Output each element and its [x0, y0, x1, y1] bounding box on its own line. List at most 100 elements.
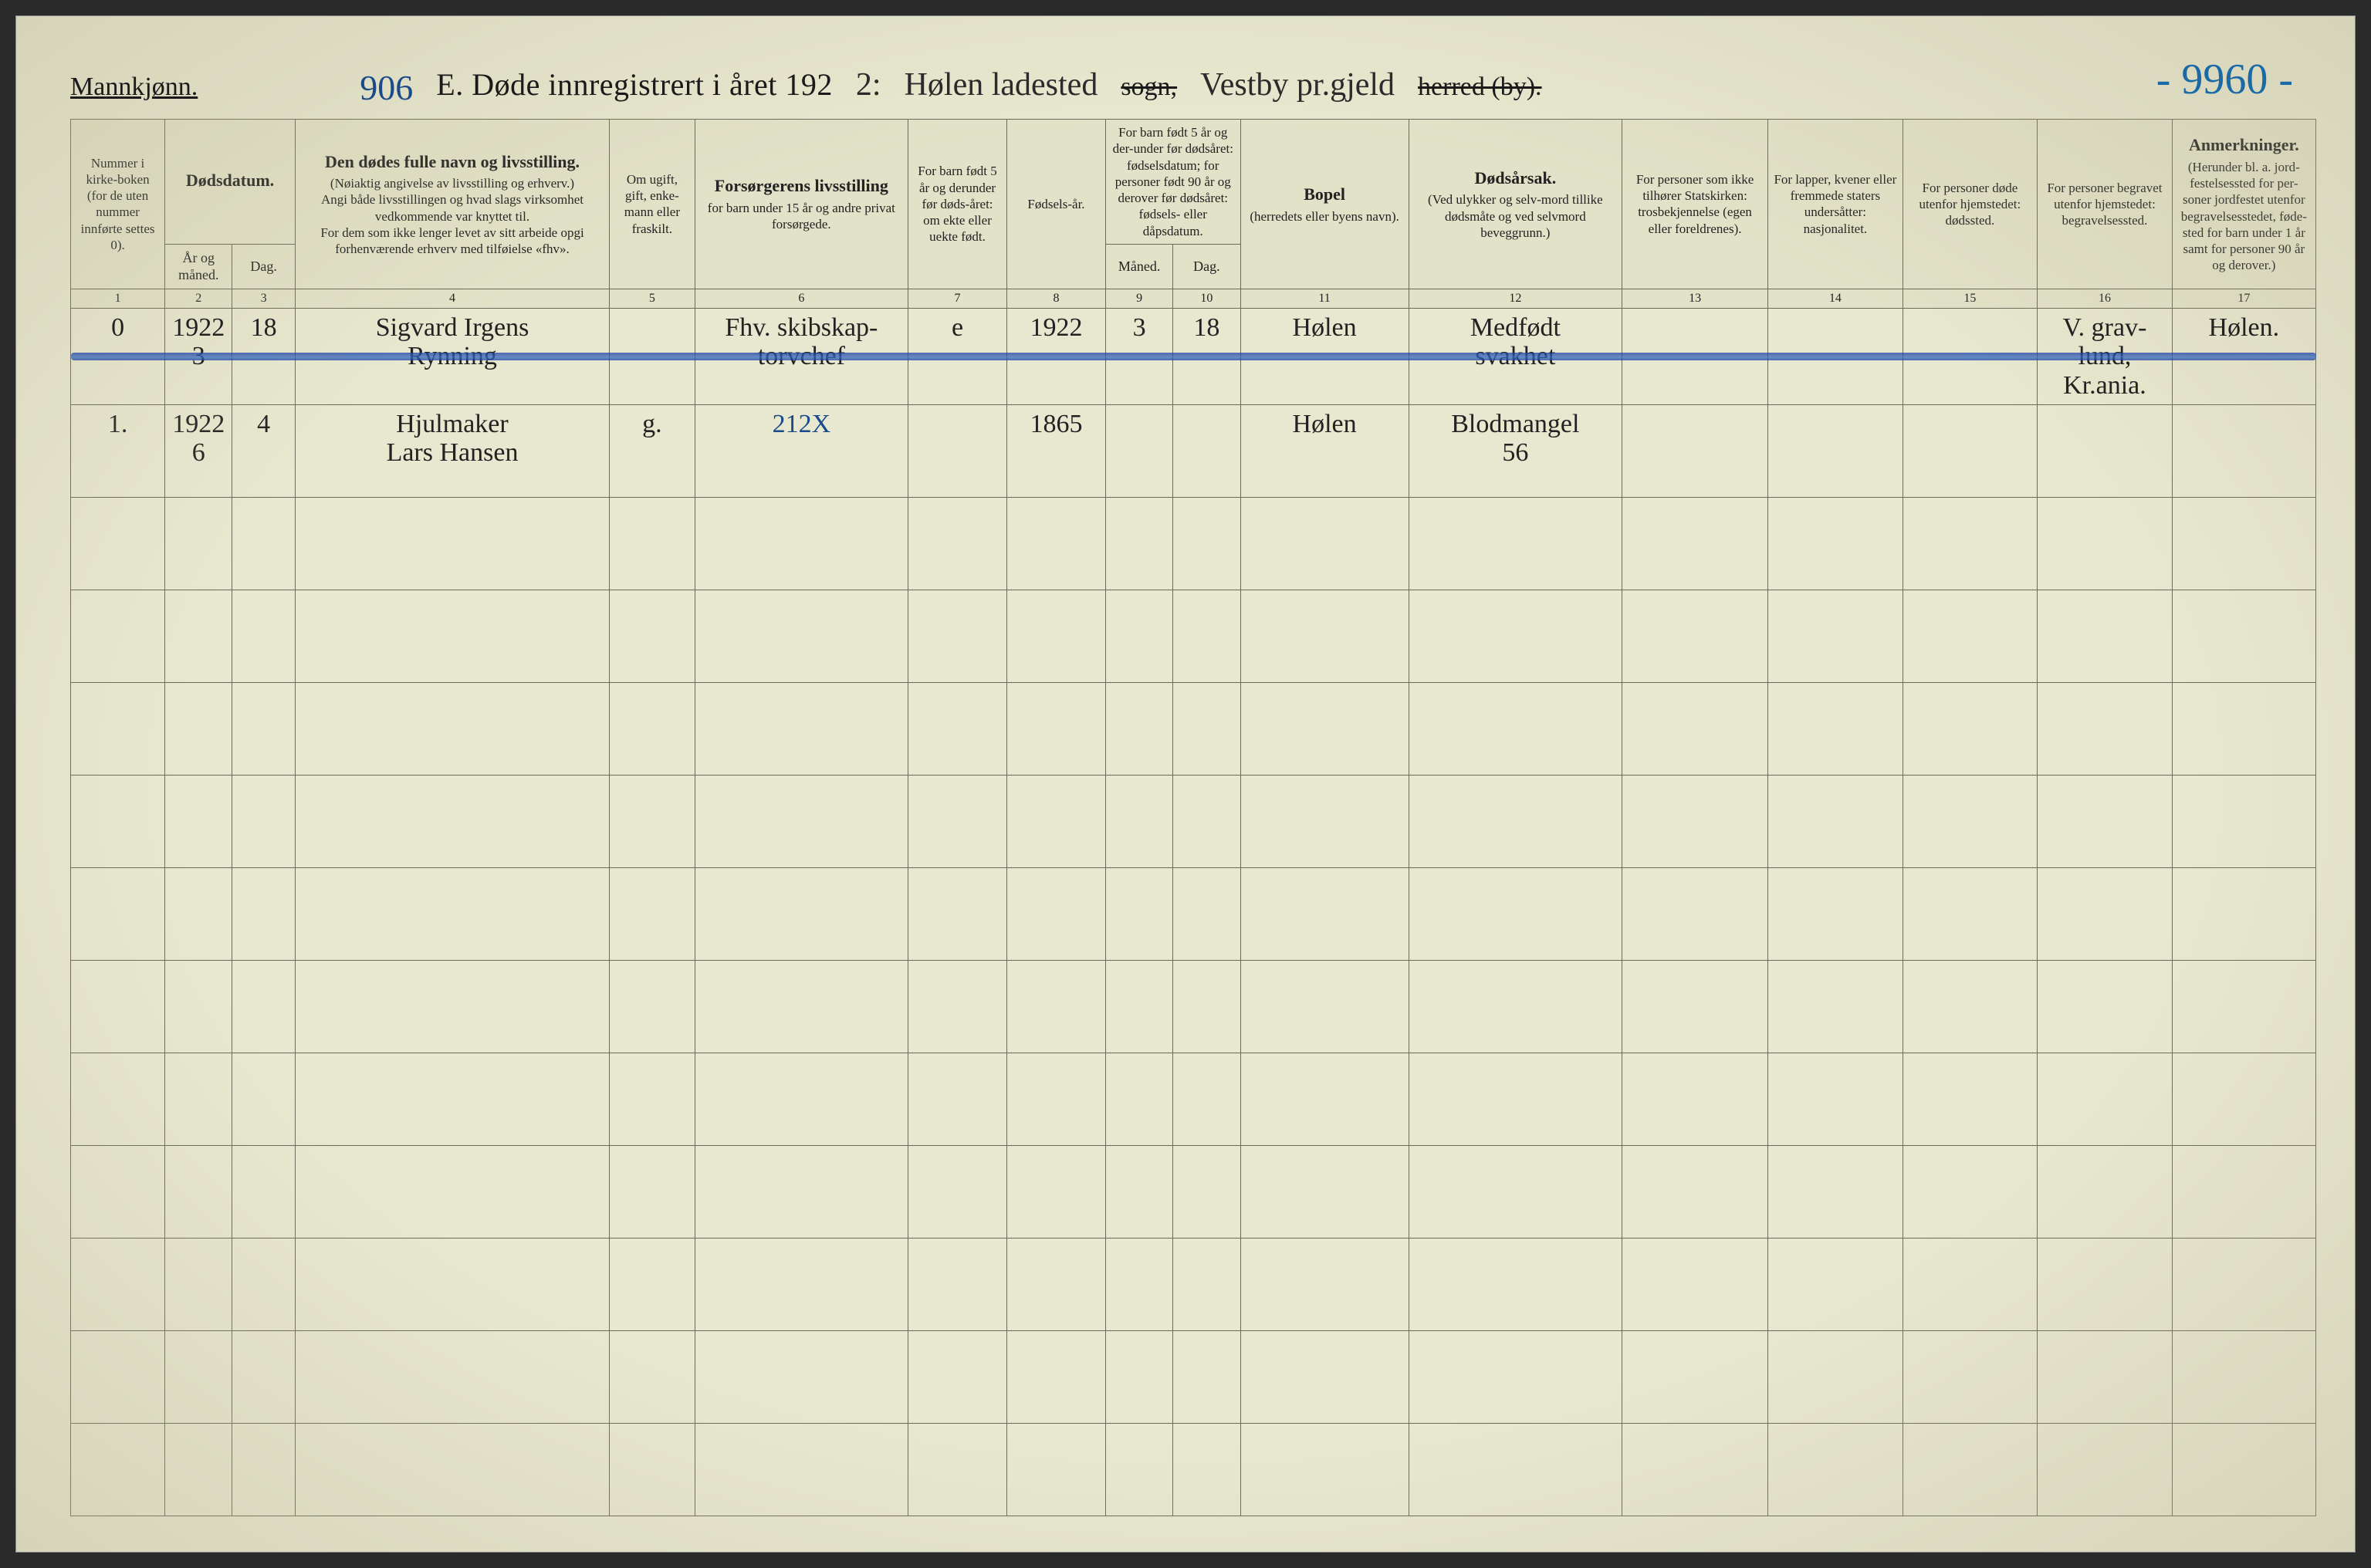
- col-2a-head: År og måned.: [165, 244, 232, 289]
- cell-blank: [610, 1145, 695, 1238]
- cell-blank: [1903, 867, 2038, 960]
- cell-blank: [1173, 1238, 1240, 1330]
- cell-blank: [1903, 960, 2038, 1053]
- cell-blank: [1105, 1053, 1172, 1145]
- cell-blank: [71, 590, 165, 682]
- cell-blank: [695, 682, 908, 775]
- cell: 19223: [165, 308, 232, 404]
- col-7-head: For barn født 5 år og derunder før døds-…: [908, 120, 1007, 289]
- cell: 4: [232, 404, 295, 497]
- cell: [1768, 404, 1903, 497]
- cell-blank: [165, 1423, 232, 1516]
- cell-blank: [1240, 682, 1409, 775]
- cell: 3: [1105, 308, 1172, 404]
- col-9b-head: Dag.: [1173, 244, 1240, 289]
- cell-blank: [1409, 497, 1622, 590]
- col-6-head: Forsørgerens livsstilling for barn under…: [695, 120, 908, 289]
- cell-blank: [232, 1053, 295, 1145]
- cell-blank: [1240, 1053, 1409, 1145]
- cell: [1622, 308, 1768, 404]
- cell-blank: [71, 1238, 165, 1330]
- cell-blank: [1903, 1238, 2038, 1330]
- cell-blank: [695, 1238, 908, 1330]
- cell-blank: [1622, 497, 1768, 590]
- cell-blank: [2172, 1330, 2315, 1423]
- cell-blank: [1409, 960, 1622, 1053]
- cell-blank: [1240, 497, 1409, 590]
- cell-blank: [1105, 497, 1172, 590]
- cell-blank: [1903, 1423, 2038, 1516]
- cell-blank: [1622, 1145, 1768, 1238]
- cell-blank: [1240, 1330, 1409, 1423]
- table-row-blank: [71, 590, 2316, 682]
- year-suffix: 2:: [856, 66, 881, 103]
- cell-blank: [610, 775, 695, 867]
- cell-blank: [1768, 1423, 1903, 1516]
- cell-blank: [1409, 1053, 1622, 1145]
- cell-blank: [295, 1145, 609, 1238]
- cell-blank: [165, 590, 232, 682]
- cell-blank: [1903, 775, 2038, 867]
- cell-blank: [165, 775, 232, 867]
- cell-blank: [908, 682, 1007, 775]
- cell-blank: [908, 1238, 1007, 1330]
- cell: HjulmakerLars Hansen: [295, 404, 609, 497]
- cell-blank: [1173, 775, 1240, 867]
- table-row: 1.192264HjulmakerLars Hanseng.212X1865Hø…: [71, 404, 2316, 497]
- cell: Medfødtsvakhet: [1409, 308, 1622, 404]
- cell-blank: [1409, 590, 1622, 682]
- cell-blank: [2038, 867, 2173, 960]
- cell: [1173, 404, 1240, 497]
- cell-blank: [1007, 590, 1106, 682]
- cell-blank: [1173, 497, 1240, 590]
- cell: Blodmangel56: [1409, 404, 1622, 497]
- table-row-blank: [71, 1145, 2316, 1238]
- cell-blank: [610, 1053, 695, 1145]
- cell-blank: [1240, 1145, 1409, 1238]
- cell-blank: [1768, 867, 1903, 960]
- cell: 19226: [165, 404, 232, 497]
- cell-blank: [908, 590, 1007, 682]
- cell-blank: [1622, 867, 1768, 960]
- cell-blank: [1007, 497, 1106, 590]
- cell-blank: [1409, 1238, 1622, 1330]
- cell-blank: [1768, 1053, 1903, 1145]
- cell-blank: [2038, 1423, 2173, 1516]
- cell-blank: [1622, 1330, 1768, 1423]
- cell-blank: [1173, 682, 1240, 775]
- register-table: Nummer i kirke-boken (for de uten nummer…: [70, 119, 2316, 1516]
- cell-blank: [2038, 1330, 2173, 1423]
- title-prefix: E. Døde innregistrert i året 192: [436, 66, 833, 103]
- cell-blank: [908, 960, 1007, 1053]
- cell-blank: [295, 497, 609, 590]
- cell-blank: [2038, 960, 2173, 1053]
- cell-blank: [1240, 1423, 1409, 1516]
- cell-blank: [1240, 1238, 1409, 1330]
- cell-blank: [165, 1145, 232, 1238]
- cell-blank: [1173, 960, 1240, 1053]
- col-4-head: Den dødes fulle navn og livsstilling. (N…: [295, 120, 609, 289]
- cell-blank: [232, 1238, 295, 1330]
- col-2b-head: Dag.: [232, 244, 295, 289]
- cell-blank: [1622, 1053, 1768, 1145]
- cell-blank: [165, 1330, 232, 1423]
- cell-blank: [1105, 775, 1172, 867]
- cell-blank: [2172, 960, 2315, 1053]
- table-row-blank: [71, 497, 2316, 590]
- cell-blank: [232, 867, 295, 960]
- gender-label: Mannkjønn.: [70, 73, 198, 102]
- cell: [2038, 404, 2173, 497]
- cell-blank: [295, 590, 609, 682]
- cell: e: [908, 308, 1007, 404]
- cell-blank: [1007, 775, 1106, 867]
- cell-blank: [165, 1053, 232, 1145]
- document-page: Mannkjønn. 906 E. Døde innregistrert i å…: [15, 15, 2356, 1553]
- cell-blank: [695, 1053, 908, 1145]
- cell-blank: [1173, 1423, 1240, 1516]
- cell: [1622, 404, 1768, 497]
- cell-blank: [71, 867, 165, 960]
- cell-blank: [295, 682, 609, 775]
- cell-blank: [1768, 590, 1903, 682]
- cell-blank: [1007, 1238, 1106, 1330]
- cell-blank: [610, 867, 695, 960]
